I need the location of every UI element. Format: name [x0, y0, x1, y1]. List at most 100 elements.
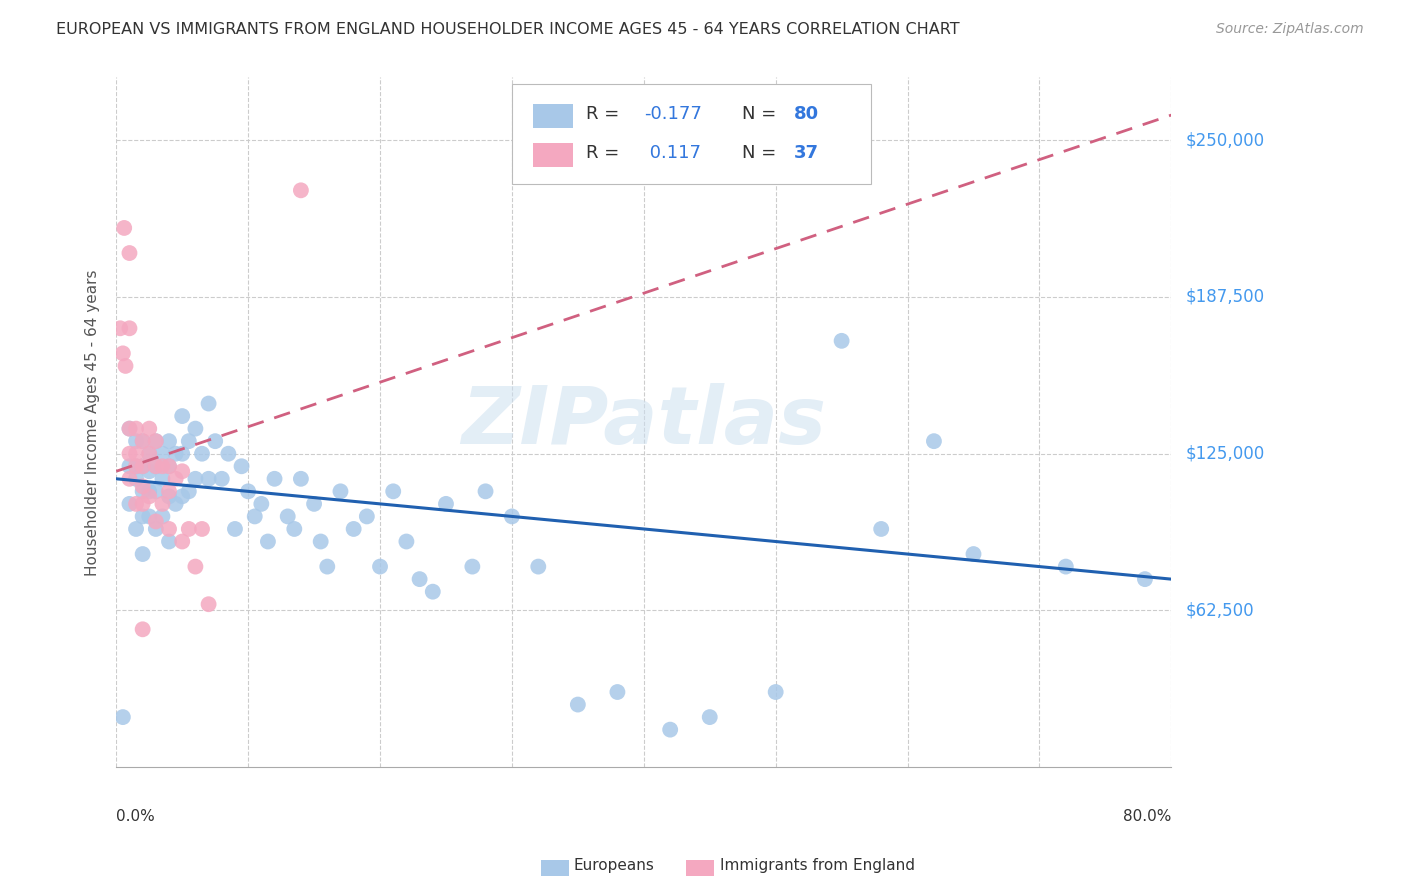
Point: [157, 534, 180, 549]
Point: [118, 246, 141, 260]
Point: [922, 434, 945, 449]
Text: $250,000: $250,000: [1185, 131, 1264, 149]
Point: [224, 522, 246, 536]
Point: [699, 710, 721, 724]
Text: 80.0%: 80.0%: [1123, 809, 1171, 823]
Point: [145, 459, 167, 474]
Point: [125, 422, 148, 436]
Bar: [533, 143, 574, 167]
Point: [277, 509, 299, 524]
Point: [131, 547, 153, 561]
Point: [118, 459, 141, 474]
Point: [1133, 572, 1156, 586]
Bar: [533, 103, 574, 128]
Text: $62,500: $62,500: [1185, 601, 1254, 619]
Point: [1054, 559, 1077, 574]
Point: [283, 522, 305, 536]
Point: [145, 459, 167, 474]
Text: ZIPatlas: ZIPatlas: [461, 384, 827, 461]
Point: [962, 547, 984, 561]
Point: [118, 321, 141, 335]
Point: [356, 509, 378, 524]
Point: [131, 434, 153, 449]
Point: [118, 497, 141, 511]
Point: [567, 698, 589, 712]
Point: [125, 447, 148, 461]
Text: 0.117: 0.117: [644, 145, 700, 162]
Point: [309, 534, 332, 549]
Point: [152, 509, 174, 524]
Point: [118, 447, 141, 461]
Point: [157, 522, 180, 536]
Point: [172, 409, 194, 423]
Point: [138, 464, 160, 478]
Point: [236, 484, 259, 499]
Point: [659, 723, 682, 737]
Point: [177, 522, 200, 536]
Point: [197, 396, 219, 410]
Point: [243, 509, 266, 524]
Point: [302, 497, 325, 511]
Point: [368, 559, 391, 574]
Point: [606, 685, 628, 699]
Point: [172, 447, 194, 461]
Point: [152, 459, 174, 474]
Point: [172, 489, 194, 503]
Text: Europeans: Europeans: [574, 858, 655, 872]
Point: [131, 434, 153, 449]
Point: [343, 522, 366, 536]
Point: [125, 459, 148, 474]
Point: [316, 559, 339, 574]
Point: [172, 464, 194, 478]
Point: [231, 459, 253, 474]
Point: [501, 509, 523, 524]
Text: Immigrants from England: Immigrants from England: [720, 858, 915, 872]
Point: [290, 472, 312, 486]
Point: [131, 509, 153, 524]
Point: [131, 622, 153, 636]
Point: [152, 447, 174, 461]
Point: [145, 515, 167, 529]
Point: [177, 484, 200, 499]
Point: [118, 472, 141, 486]
Point: [118, 422, 141, 436]
Point: [191, 522, 214, 536]
Point: [145, 484, 167, 499]
Y-axis label: Householder Income Ages 45 - 64 years: Householder Income Ages 45 - 64 years: [86, 269, 100, 575]
Text: $125,000: $125,000: [1185, 445, 1264, 463]
Point: [157, 484, 180, 499]
Point: [125, 434, 148, 449]
Point: [408, 572, 430, 586]
Text: 80: 80: [793, 105, 818, 123]
Point: [138, 509, 160, 524]
Point: [434, 497, 457, 511]
Point: [138, 447, 160, 461]
Point: [165, 447, 187, 461]
Point: [157, 434, 180, 449]
Point: [257, 534, 280, 549]
Point: [125, 472, 148, 486]
Point: [138, 484, 160, 499]
Point: [461, 559, 484, 574]
Point: [114, 359, 136, 373]
Text: R =: R =: [586, 145, 624, 162]
Point: [527, 559, 550, 574]
Text: -0.177: -0.177: [644, 105, 702, 123]
Point: [157, 459, 180, 474]
Point: [152, 472, 174, 486]
Point: [422, 584, 444, 599]
Point: [125, 497, 148, 511]
Point: [474, 484, 496, 499]
Point: [165, 472, 187, 486]
Text: 37: 37: [793, 145, 818, 162]
Point: [382, 484, 405, 499]
Point: [157, 489, 180, 503]
Point: [329, 484, 352, 499]
Point: [217, 447, 239, 461]
Text: $187,500: $187,500: [1185, 288, 1264, 306]
Point: [204, 434, 226, 449]
Point: [250, 497, 273, 511]
Point: [131, 484, 153, 499]
Point: [177, 434, 200, 449]
Point: [870, 522, 893, 536]
